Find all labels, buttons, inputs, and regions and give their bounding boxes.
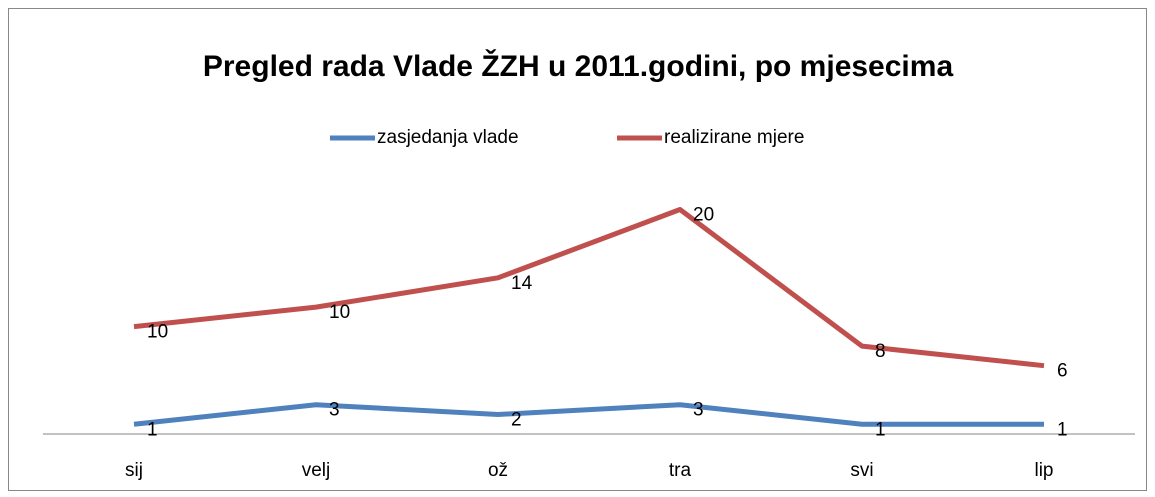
- x-tick-label: tra: [669, 460, 692, 481]
- x-tick-label: velj: [302, 460, 331, 481]
- data-label: 1: [875, 419, 886, 440]
- data-label: 3: [329, 400, 340, 421]
- data-label: 10: [147, 322, 168, 343]
- data-label: 2: [511, 409, 522, 430]
- data-label: 3: [693, 400, 704, 421]
- x-tick-label: svi: [850, 460, 873, 481]
- legend-label: zasjedanja vlade: [377, 127, 519, 148]
- data-label: 8: [875, 341, 886, 362]
- data-label: 1: [147, 419, 158, 440]
- x-tick-label: sij: [125, 460, 143, 481]
- data-label: 6: [1057, 361, 1068, 382]
- data-label: 14: [511, 273, 533, 294]
- data-label: 10: [329, 302, 350, 323]
- x-tick-label: lip: [1034, 460, 1053, 481]
- data-label: 1: [1057, 419, 1068, 440]
- series-line: [133, 207, 1045, 369]
- series-line: [133, 402, 1044, 427]
- chart-title: Pregled rada Vlade ŽZH u 2011.godini, po…: [203, 49, 954, 83]
- x-tick-label: ož: [488, 460, 508, 481]
- legend-label: realizirane mjere: [664, 127, 804, 148]
- data-label: 20: [693, 205, 714, 226]
